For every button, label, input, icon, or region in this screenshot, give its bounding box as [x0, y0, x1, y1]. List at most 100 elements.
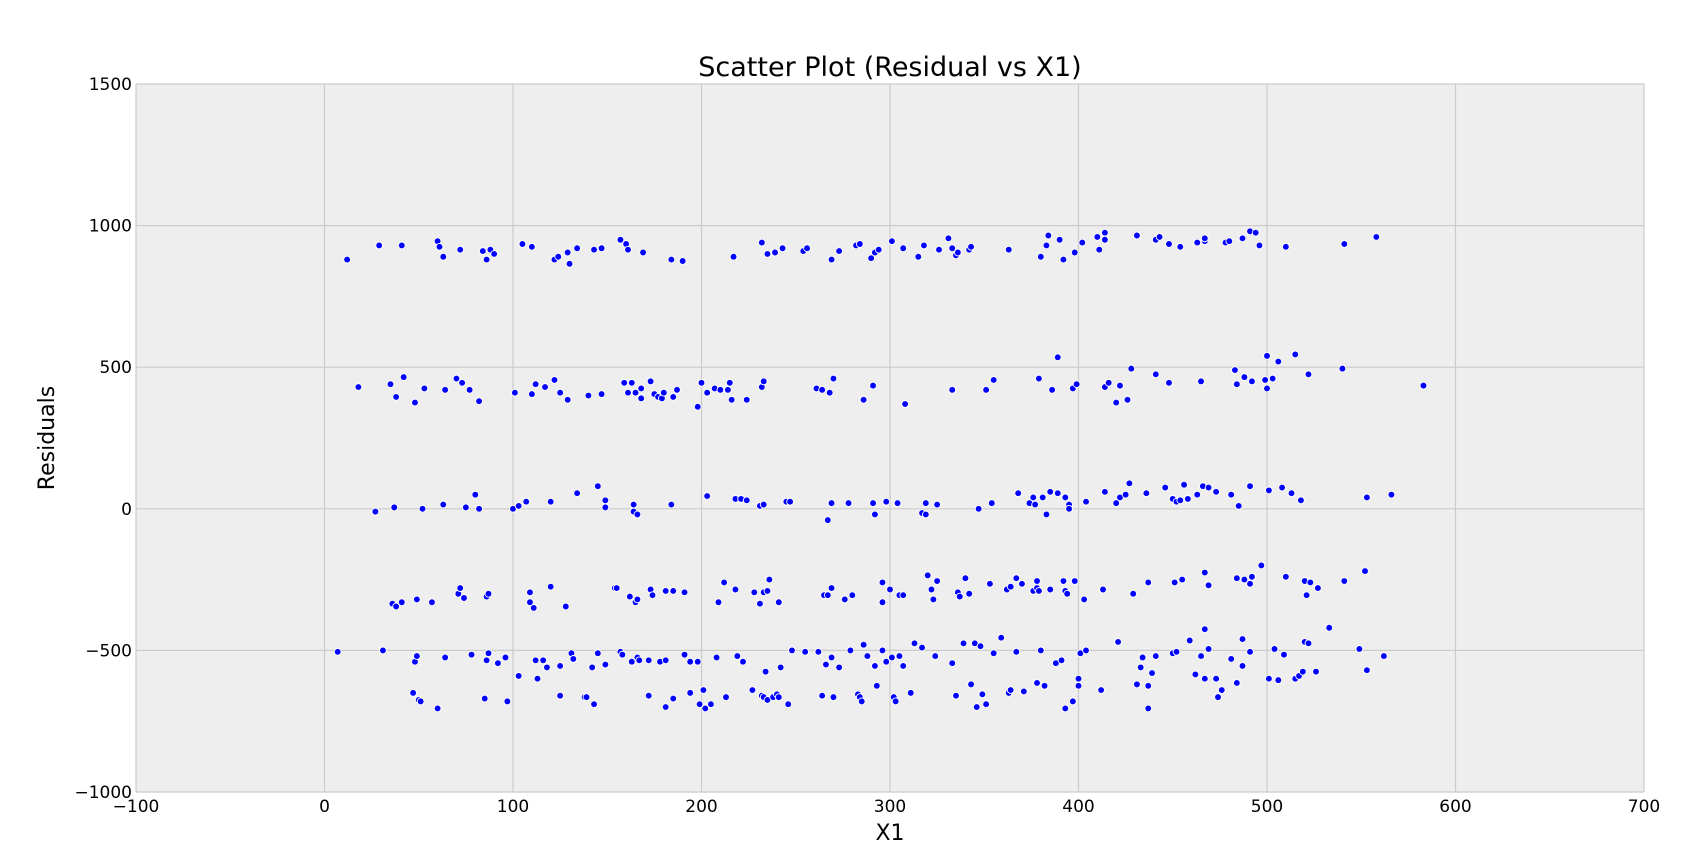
- x-tick-label: 200: [685, 797, 717, 817]
- data-point: [526, 588, 534, 597]
- data-point: [759, 377, 768, 386]
- data-point: [742, 496, 751, 505]
- data-point: [686, 689, 695, 697]
- data-point: [1138, 653, 1147, 662]
- data-point: [1172, 647, 1181, 656]
- data-point: [725, 378, 734, 387]
- data-point: [1338, 364, 1347, 373]
- data-point: [835, 247, 843, 255]
- data-point: [1263, 352, 1271, 360]
- data-point: [639, 248, 647, 257]
- data-point: [590, 245, 598, 254]
- data-point: [1204, 483, 1213, 492]
- data-point: [748, 686, 757, 694]
- data-point: [776, 663, 785, 672]
- data-point: [1059, 255, 1068, 264]
- data-point: [1180, 480, 1188, 489]
- data-point: [893, 499, 902, 507]
- data-point: [441, 386, 449, 394]
- data-point: [722, 693, 730, 701]
- data-point: [1257, 561, 1266, 570]
- data-point: [1019, 687, 1028, 696]
- data-point: [563, 395, 572, 404]
- data-point: [1204, 645, 1213, 653]
- data-point: [869, 381, 877, 390]
- data-point: [1225, 237, 1234, 246]
- data-point: [948, 386, 957, 394]
- data-point: [784, 700, 793, 709]
- data-point: [460, 594, 468, 602]
- data-point: [1004, 245, 1013, 254]
- data-point: [1012, 574, 1021, 583]
- data-point: [550, 376, 559, 384]
- data-point: [967, 242, 975, 251]
- data-point: [844, 499, 853, 507]
- data-point: [1255, 241, 1264, 250]
- data-point: [974, 504, 983, 513]
- data-point: [914, 252, 923, 261]
- data-point: [882, 497, 891, 506]
- data-point: [1112, 499, 1121, 507]
- data-point: [976, 642, 985, 651]
- data-point: [1200, 625, 1209, 634]
- data-point: [987, 499, 996, 507]
- data-point: [1197, 377, 1205, 386]
- data-point: [661, 656, 670, 665]
- y-tick-label: −1000: [74, 783, 132, 803]
- data-point: [667, 500, 676, 509]
- data-point: [872, 681, 881, 690]
- data-point: [1072, 380, 1081, 389]
- data-point: [371, 507, 380, 516]
- data-point: [901, 400, 909, 408]
- data-point: [1214, 693, 1222, 701]
- data-point: [1029, 493, 1038, 502]
- data-point: [1240, 373, 1249, 381]
- data-point: [948, 659, 957, 667]
- data-point: [1151, 652, 1160, 660]
- data-point: [978, 690, 987, 699]
- data-point: [982, 700, 990, 709]
- data-point: [556, 388, 564, 397]
- data-point: [563, 248, 572, 257]
- data-point: [556, 662, 564, 670]
- data-point: [1074, 681, 1083, 690]
- data-point: [462, 503, 470, 512]
- data-point: [1036, 252, 1045, 261]
- data-point: [593, 482, 602, 490]
- data-point: [1048, 386, 1056, 394]
- data-point: [637, 394, 646, 403]
- data-point: [712, 653, 721, 662]
- data-point: [1006, 686, 1015, 694]
- data-point: [1246, 482, 1254, 490]
- data-point: [624, 245, 632, 254]
- data-point: [818, 386, 826, 394]
- data-point: [399, 373, 408, 381]
- data-point: [697, 378, 706, 387]
- data-point: [857, 697, 866, 706]
- data-point: [1097, 686, 1105, 694]
- data-point: [1042, 241, 1051, 250]
- data-point: [333, 647, 342, 656]
- data-point: [1144, 681, 1153, 690]
- data-point: [593, 649, 602, 658]
- data-point: [1197, 652, 1205, 660]
- data-point: [967, 680, 975, 689]
- data-point: [1314, 584, 1322, 592]
- data-point: [659, 388, 668, 397]
- tick-labels: −100 0 100 200 300 400 500 600 700−1000−50005001…: [74, 75, 1660, 817]
- data-point: [899, 244, 908, 253]
- data-point: [863, 652, 872, 660]
- data-point: [693, 402, 702, 411]
- data-point: [1078, 238, 1087, 247]
- data-point: [569, 655, 578, 663]
- data-point: [1031, 500, 1039, 509]
- data-point: [699, 686, 708, 694]
- data-point: [1063, 589, 1072, 598]
- data-point: [1104, 378, 1113, 387]
- data-point: [439, 252, 448, 261]
- data-point: [546, 582, 555, 591]
- data-point: [1238, 635, 1247, 643]
- data-point: [1133, 680, 1141, 689]
- data-point: [1387, 490, 1396, 499]
- data-point: [627, 378, 636, 387]
